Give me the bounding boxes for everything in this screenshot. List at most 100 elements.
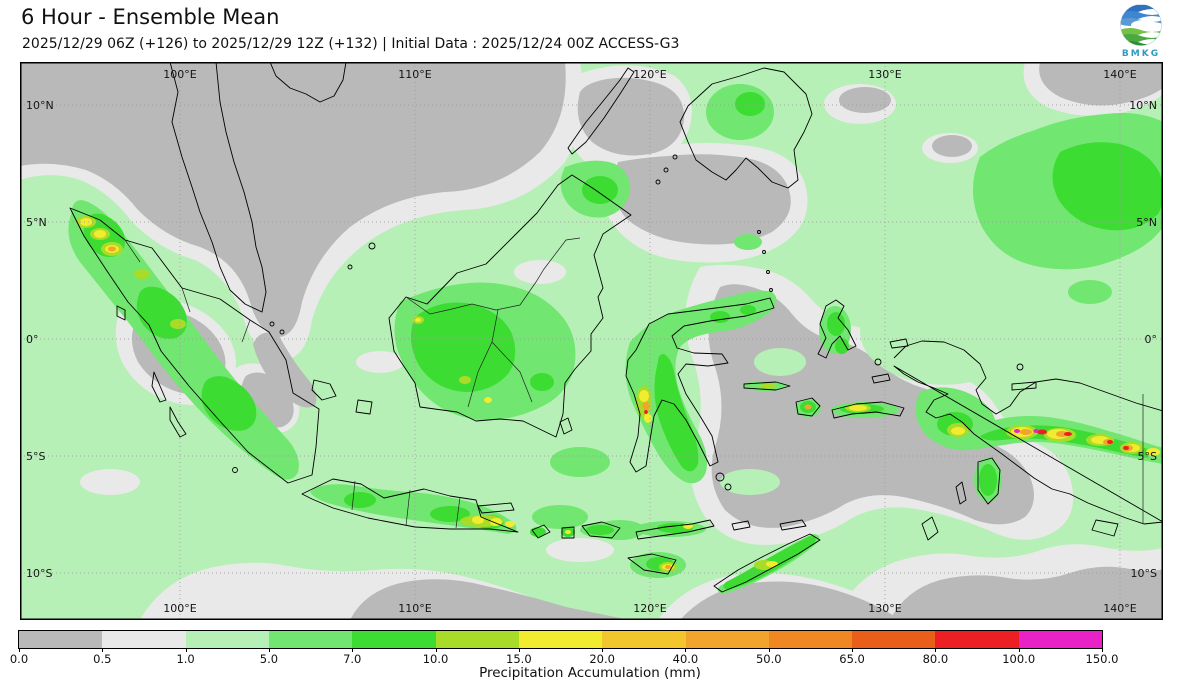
mindanao-coastline [679, 67, 813, 189]
colorbar-segment [852, 631, 936, 648]
colorbar-segment [19, 631, 103, 648]
colorbar-tick-mark [518, 648, 520, 652]
colorbar-tick-mark [685, 648, 687, 652]
java-internal-borders [351, 480, 461, 529]
wetar-coastline [779, 519, 807, 531]
sumatra-coastline [69, 207, 320, 484]
buru-coastline [795, 397, 821, 417]
madura-coastline [477, 502, 515, 514]
dolak-coastline [1091, 519, 1119, 537]
alor-coastline [731, 520, 751, 531]
precip-orange-spots [108, 246, 1133, 569]
lat-label-right: 5°N [1136, 216, 1157, 229]
lat-label-left: 5°N [26, 216, 47, 229]
halmahera-coastline [817, 299, 857, 359]
timor-coastline [713, 533, 821, 593]
colorbar-tick-label: 1.0 [176, 652, 195, 666]
belitung-coastline [355, 399, 373, 415]
colorbar-segment [518, 631, 603, 648]
colorbar-tick-label: 100.0 [1002, 652, 1036, 666]
nias-mentawai-coastline [116, 305, 187, 438]
flores-coastline [635, 519, 715, 540]
colorbar-ticks: 0.0 0.5 1.0 5.0 7.0 10.0 15.0 20.0 40.0 50.0 65.0 8… [10, 648, 1118, 666]
colorbar-tick-mark [852, 648, 854, 652]
lon-label-top: 140°E [1103, 68, 1136, 81]
aru-coastline [977, 457, 1001, 505]
colorbar-tick-label: 5.0 [259, 652, 279, 666]
colorbar-tick-mark [935, 648, 937, 652]
colorbar-segment [1018, 631, 1103, 648]
palawan-coastline [567, 67, 635, 155]
tanimbar-coastline [921, 516, 939, 541]
colorbar-tick-mark [19, 648, 20, 652]
colorbar-tick-mark [602, 648, 604, 652]
graticule-labels: 100°E 110°E 120°E 130°E 140°E 100°E 110°… [26, 68, 1157, 615]
sula-coastline [743, 381, 791, 391]
yapen-coastline [1011, 381, 1037, 391]
colorbar-tick-label: 80.0 [922, 652, 949, 666]
colorbar-tick-mark [268, 648, 270, 652]
bangka-coastline [311, 379, 337, 401]
indochina-coastline [269, 62, 347, 103]
lon-label-top: 110°E [398, 68, 431, 81]
lat-label-left: 10°S [26, 567, 52, 580]
colorbar-segment [185, 631, 269, 648]
colorbar-segment [685, 631, 769, 648]
colorbar-segment [268, 631, 353, 648]
bmkg-logo-icon [1120, 4, 1162, 46]
bmkg-logo: BMKG [1117, 3, 1165, 59]
colorbar-segment [102, 631, 186, 648]
sumba-coastline [627, 553, 677, 575]
admin-borders [124, 237, 1144, 529]
lon-label-bottom: 130°E [868, 602, 901, 615]
graticule-grid [20, 62, 1163, 620]
lat-label-right: 0° [1145, 333, 1158, 346]
bmkg-logo-label: BMKG [1121, 49, 1161, 59]
lat-label-left: 5°S [26, 450, 45, 463]
sulawesi-coastline [625, 297, 775, 473]
colorbar-tick-label: 50.0 [755, 652, 782, 666]
colorbar-tick-label: 65.0 [839, 652, 865, 666]
sumatra-internal-borders [124, 239, 251, 343]
colorbar-tick-label: 20.0 [589, 652, 615, 666]
lon-label-top: 100°E [163, 68, 196, 81]
lat-label-left: 0° [26, 333, 39, 346]
colorbar-tick-label: 10.0 [422, 652, 449, 666]
borneo-internal-borders [405, 237, 581, 408]
colorbar-tick-label: 150.0 [1085, 652, 1119, 666]
colorbar-title: Precipitation Accumulation (mm) [479, 665, 701, 681]
lat-label-right: 10°N [1129, 99, 1157, 112]
colorbar-tick-mark [435, 648, 437, 652]
papua-coastline [893, 340, 1163, 525]
lon-label-top: 120°E [633, 68, 666, 81]
malay-peninsula-coastline [169, 62, 267, 313]
precip-red-spots [644, 410, 1129, 450]
colorbar-segment [768, 631, 853, 648]
laut-island-coastline [559, 417, 573, 435]
colorbar-tick-label: 40.0 [672, 652, 699, 666]
lon-label-bottom: 110°E [398, 602, 431, 615]
colorbar-segment [935, 631, 1019, 648]
colorbar-tick-label: 0.5 [93, 652, 112, 666]
page-title: 6 Hour - Ensemble Mean [21, 5, 280, 29]
colorbar-segment [352, 631, 436, 648]
map-frame-border [20, 62, 1163, 620]
colorbar-tick-mark [1102, 648, 1103, 652]
valid-time-subtitle: 2025/12/29 06Z (+126) to 2025/12/29 12Z … [22, 36, 680, 52]
colorbar-tick-mark [1018, 648, 1020, 652]
precipitation-map: 100°E 110°E 120°E 130°E 140°E 100°E 110°… [20, 62, 1163, 620]
colorbar-tick-mark [185, 648, 187, 652]
colorbar-tick-mark [768, 648, 770, 652]
kai-coastline [955, 481, 967, 505]
colorbar-tick-mark [102, 648, 104, 652]
lat-label-right: 10°S [1131, 567, 1157, 580]
bali-coastline [531, 524, 551, 539]
lat-label-right: 5°S [1138, 450, 1157, 463]
colorbar-tick-label: 0.0 [9, 652, 29, 666]
lon-label-bottom: 120°E [633, 602, 666, 615]
coastlines [69, 62, 1163, 593]
misool-waigeo-coastline [871, 338, 909, 384]
java-coastline [301, 478, 519, 533]
lon-label-top: 130°E [868, 68, 901, 81]
lon-label-bottom: 140°E [1103, 602, 1136, 615]
